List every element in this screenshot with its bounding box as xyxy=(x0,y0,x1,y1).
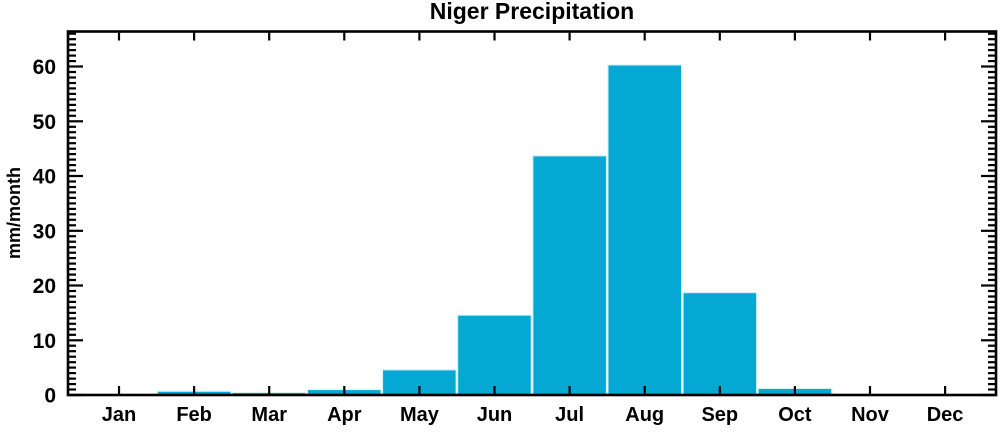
bar-sep xyxy=(682,292,758,396)
plot-area: 0 10 20 30 40 50 60 Jan Feb Mar Apr May Jun Jul Aug Sep… xyxy=(33,30,998,426)
x-tick-label: Jul xyxy=(555,404,584,426)
y-tick-label: 20 xyxy=(33,275,56,298)
x-tick-label: Jan xyxy=(102,404,136,426)
x-tick-label: Nov xyxy=(851,404,890,426)
y-tick-label: 60 xyxy=(33,56,56,79)
chart-title: Niger Precipitation xyxy=(430,0,634,24)
y-tick-label: 30 xyxy=(33,220,56,243)
x-tick-label: Dec xyxy=(927,404,964,426)
y-tick-label: 40 xyxy=(33,166,56,189)
bar-jun xyxy=(457,314,532,396)
axes-box xyxy=(66,30,998,397)
x-tick-label: Aug xyxy=(625,404,664,426)
x-tick-label: Feb xyxy=(176,404,212,426)
x-tick-label: Oct xyxy=(778,404,812,426)
x-tick-label: May xyxy=(400,404,440,426)
x-tick-label: Sep xyxy=(701,404,738,426)
y-tick-label: 10 xyxy=(33,330,56,353)
x-tick-label: Jun xyxy=(477,404,513,426)
x-tick-label: Mar xyxy=(251,404,287,426)
bar-jul xyxy=(532,155,608,396)
y-tick-label: 50 xyxy=(33,111,56,134)
bar-aug xyxy=(607,64,683,396)
y-tick-label: 0 xyxy=(44,385,56,408)
x-tick-label: Apr xyxy=(327,404,362,426)
y-axis-label: mm/month xyxy=(4,167,24,259)
